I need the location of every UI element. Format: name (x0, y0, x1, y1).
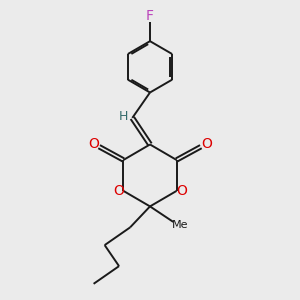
Text: Me: Me (172, 220, 188, 230)
Text: O: O (176, 184, 187, 198)
Text: O: O (88, 137, 99, 152)
Text: O: O (113, 184, 124, 198)
Text: F: F (146, 9, 154, 23)
Text: H: H (118, 110, 128, 123)
Text: O: O (201, 137, 212, 152)
